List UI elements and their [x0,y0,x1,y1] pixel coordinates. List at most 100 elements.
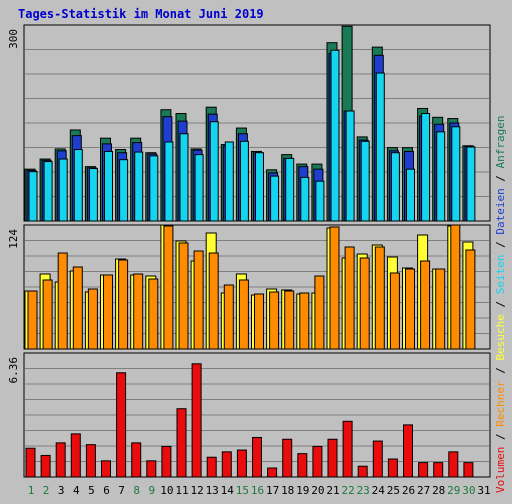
legend-separator: / [494,168,507,188]
bar-volumen [25,447,36,478]
bar-seiten [88,168,98,222]
bar-seiten [209,121,219,222]
bar-seiten [285,157,295,222]
bar-seiten [28,171,38,222]
bar-volumen [312,445,323,478]
x-tick-label: 25 [387,484,400,497]
bar-rechner [238,279,249,350]
legend-item-dateien: Dateien [494,188,507,234]
x-tick-label: 26 [402,484,415,497]
x-tick-label: 5 [88,484,95,497]
bar-rechner [420,260,431,350]
bar-rechner [269,291,280,350]
x-tick-label: 27 [417,484,430,497]
bar-rechner [450,224,461,350]
x-tick-label: 17 [266,484,279,497]
bar-rechner [435,268,446,350]
bar-volumen [206,456,217,478]
bar-seiten [119,159,129,222]
bar-seiten [164,141,174,222]
y-max-label: 124 [7,229,20,249]
bar-volumen [433,462,444,478]
y-max-label: 6.36 [7,357,20,384]
bar-rechner [254,293,264,350]
bar-volumen [403,424,413,478]
bar-seiten [360,140,370,222]
x-tick-label: 12 [190,484,203,497]
x-tick-label: 21 [326,484,339,497]
bar-rechner [27,290,38,350]
bar-seiten [104,150,113,222]
bar-rechner [374,246,385,350]
x-tick-label: 9 [148,484,155,497]
x-tick-label: 19 [296,484,309,497]
bar-seiten [451,126,461,222]
x-tick-label: 22 [341,484,354,497]
bar-volumen [85,444,96,478]
bar-seiten [270,175,280,222]
bar-volumen [357,465,368,478]
bar-rechner [42,279,53,350]
bar-volumen [282,438,293,478]
legend-item-besuche: Besuche [494,314,507,360]
legend: Volumen / Rechner / Besuche / Seiten / D… [494,115,507,493]
x-tick-label: 4 [73,484,80,497]
bar-volumen [387,458,398,478]
x-tick-label: 7 [118,484,125,497]
bar-rechner [465,249,476,350]
bar-volumen [448,451,459,478]
bar-rechner [193,250,204,350]
bar-rechner [178,242,189,350]
bar-volumen [372,440,383,478]
bar-seiten [375,72,385,222]
x-tick-label: 8 [133,484,140,497]
x-tick-label: 29 [447,484,460,497]
x-tick-label: 24 [372,484,386,497]
legend-separator: / [494,427,507,447]
x-tick-label: 18 [281,484,294,497]
x-tick-label: 1 [28,484,35,497]
bar-seiten [73,149,83,222]
bar-seiten [436,131,446,222]
x-tick-label: 28 [432,484,445,497]
bar-volumen [342,420,353,478]
bar-seiten [134,151,144,222]
bar-rechner [87,288,98,350]
bar-seiten [224,141,234,222]
bar-volumen [418,462,429,478]
bar-rechner [359,257,370,350]
chart-title: Tages-Statistik im Monat Juni 2019 [18,7,264,21]
legend-separator: / [494,294,507,314]
bar-volumen [463,462,474,478]
legend-item-anfragen: Anfragen [494,115,507,168]
bar-rechner [208,252,219,350]
legend-separator: / [494,235,507,255]
x-tick-label: 13 [206,484,219,497]
bar-volumen [191,363,202,478]
bar-rechner [299,292,310,350]
bar-rechner [148,278,159,350]
bar-rechner [405,268,415,350]
x-tick-label: 15 [236,484,249,497]
bar-volumen [327,438,338,478]
bar-volumen [101,460,111,478]
bar-seiten [179,133,189,222]
bar-rechner [72,266,83,350]
bar-seiten [345,110,355,222]
bar-rechner [57,252,68,350]
x-tick-label: 3 [58,484,65,497]
bar-volumen [267,467,278,478]
y-max-label: 300 [7,29,20,49]
bar-seiten [255,152,264,222]
x-tick-label: 31 [477,484,490,497]
x-tick-label: 14 [221,484,235,497]
x-tick-label: 23 [357,484,370,497]
x-tick-label: 30 [462,484,475,497]
bar-seiten [194,154,204,222]
legend-separator: / [494,361,507,381]
bar-seiten [149,155,159,222]
bar-volumen [252,436,262,478]
bar-seiten [58,158,68,222]
